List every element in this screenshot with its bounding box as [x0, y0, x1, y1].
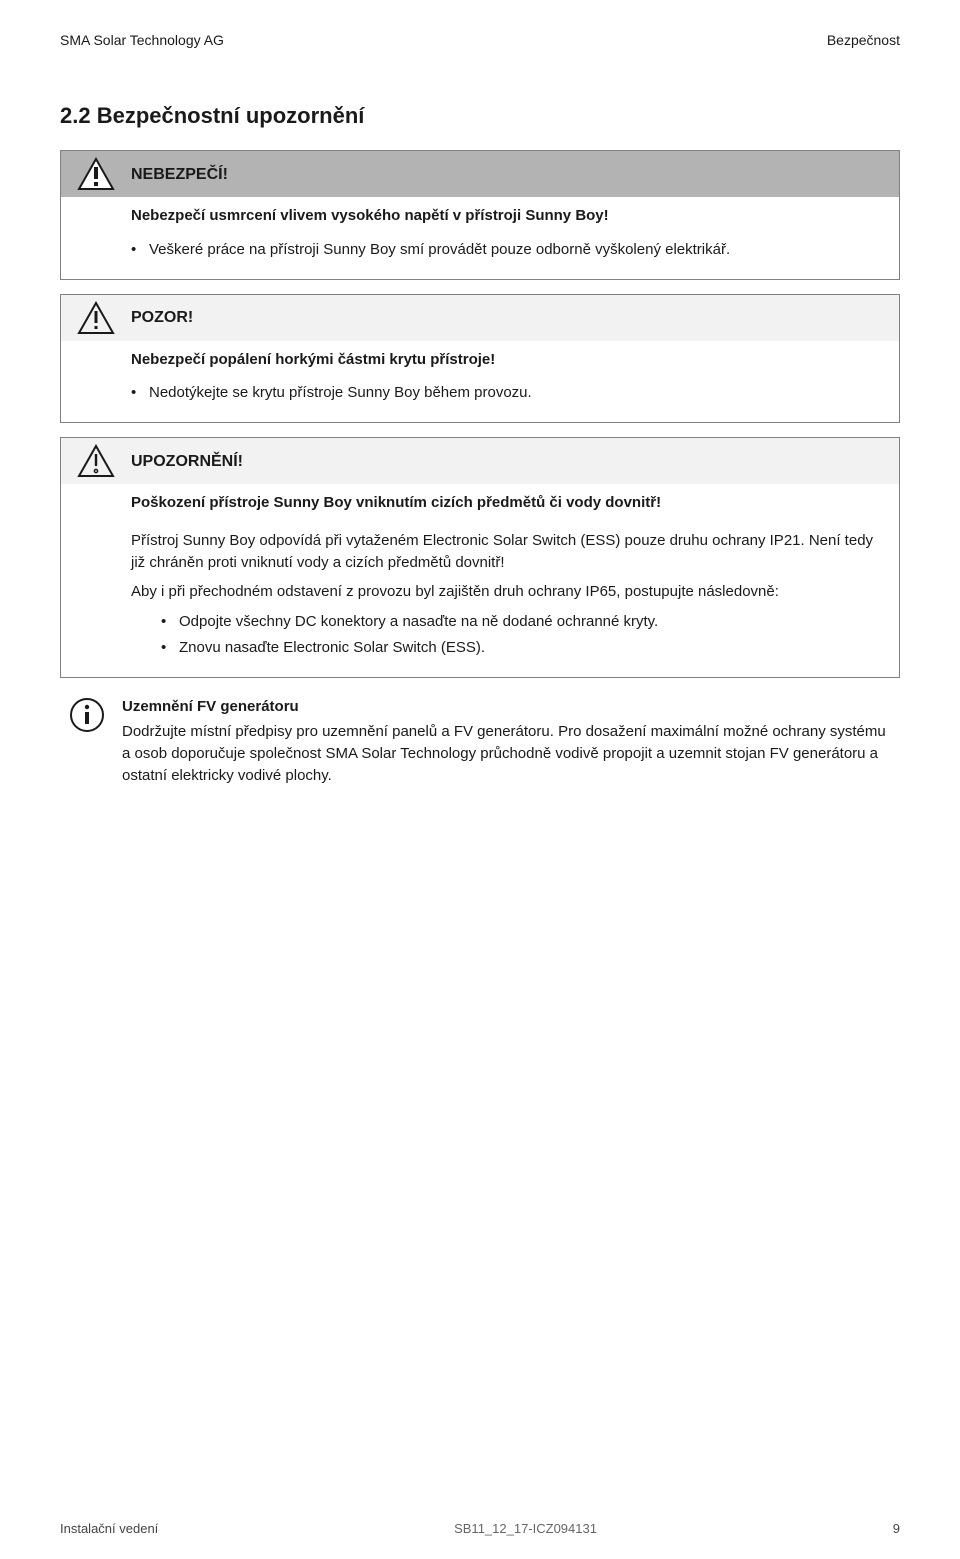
notice-alert-header: UPOZORNĚNÍ!: [61, 438, 899, 484]
notice-body: Přístroj Sunny Boy odpovídá při vytažené…: [61, 516, 899, 677]
caution-subtitle: Nebezpečí popálení horkými částmi krytu …: [61, 341, 899, 373]
footer-left: Instalační vedení: [60, 1520, 158, 1539]
page-footer: Instalační vedení SB11_12_17-ICZ094131 9: [60, 1520, 900, 1539]
caution-alert: POZOR! Nebezpečí popálení horkými částmi…: [60, 294, 900, 424]
caution-icon: [73, 301, 119, 335]
notice-subtitle: Poškození přístroje Sunny Boy vniknutím …: [61, 484, 899, 516]
danger-item: Veškeré práce na přístroji Sunny Boy smí…: [131, 239, 883, 261]
notice-title: UPOZORNĚNÍ!: [131, 450, 243, 473]
section-topic: Bezpečnost: [827, 30, 900, 50]
info-title: Uzemnění FV generátoru: [122, 696, 888, 718]
caution-item: Nedotýkejte se krytu přístroje Sunny Boy…: [131, 382, 883, 404]
danger-subtitle: Nebezpečí usmrcení vlivem vysokého napět…: [61, 197, 899, 229]
notice-step-1: Odpojte všechny DC konektory a nasaďte n…: [161, 611, 883, 633]
info-block: Uzemnění FV generátoru Dodržujte místní …: [60, 692, 900, 805]
company-name: SMA Solar Technology AG: [60, 30, 224, 50]
caution-body: Nedotýkejte se krytu přístroje Sunny Boy…: [61, 372, 899, 422]
danger-title: NEBEZPEČÍ!: [131, 163, 228, 186]
caution-alert-header: POZOR!: [61, 295, 899, 341]
notice-alert: UPOZORNĚNÍ! Poškození přístroje Sunny Bo…: [60, 437, 900, 678]
footer-center: SB11_12_17-ICZ094131: [454, 1520, 597, 1539]
notice-para-1: Přístroj Sunny Boy odpovídá při vytažené…: [131, 530, 883, 574]
notice-icon: [73, 444, 119, 478]
notice-para-2: Aby i při přechodném odstavení z provozu…: [131, 581, 883, 603]
danger-alert-header: NEBEZPEČÍ!: [61, 151, 899, 197]
danger-icon: [73, 157, 119, 191]
info-icon: [64, 696, 110, 795]
section-heading: 2.2 Bezpečnostní upozornění: [60, 100, 900, 132]
page-header: SMA Solar Technology AG Bezpečnost: [60, 30, 900, 50]
notice-step-2: Znovu nasaďte Electronic Solar Switch (E…: [161, 637, 883, 659]
caution-title: POZOR!: [131, 306, 193, 329]
info-body: Dodržujte místní předpisy pro uzemnění p…: [122, 721, 888, 786]
footer-page-number: 9: [893, 1520, 900, 1539]
danger-alert: NEBEZPEČÍ! Nebezpečí usmrcení vlivem vys…: [60, 150, 900, 280]
danger-body: Veškeré práce na přístroji Sunny Boy smí…: [61, 229, 899, 279]
